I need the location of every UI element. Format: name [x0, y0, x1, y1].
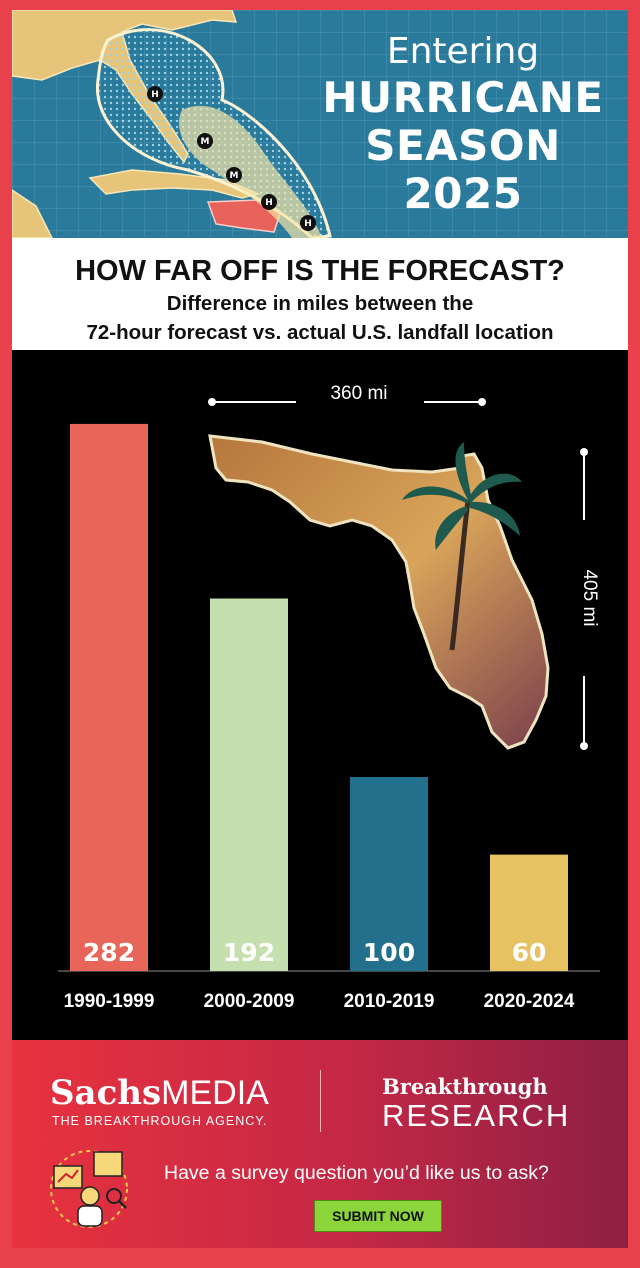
- header-map: H M M H H Entering HURRICANE SEASON 2025: [12, 10, 628, 238]
- breakthrough-logo-bottom: RESEARCH: [382, 1098, 571, 1133]
- submit-now-button[interactable]: SUBMIT NOW: [314, 1200, 442, 1232]
- x-tick-label-2020-2024: 2020-2024: [484, 991, 575, 1012]
- survey-illustration-icon: [50, 1150, 128, 1228]
- x-tick-label-2000-2009: 2000-2009: [204, 991, 295, 1012]
- x-tick-label-1990-1999: 1990-1999: [64, 991, 155, 1012]
- bars-layer: 282 1990-1999 192 2000-2009 100 2010-2019 60 20…: [64, 423, 575, 1012]
- cta-text: Have a survey question you’d like us to …: [164, 1162, 549, 1184]
- chart-subtitle-line2: 72-hour forecast vs. actual U.S. landfal…: [86, 321, 554, 344]
- logo-tagline: THE BREAKTHROUGH AGENCY.: [52, 1114, 268, 1128]
- chart-subtitle-line1: Difference in miles between the: [166, 292, 474, 315]
- svg-text:H: H: [304, 219, 312, 229]
- header-line-entering: Entering: [386, 31, 540, 72]
- header-line-hurricane: HURRICANE: [322, 73, 604, 122]
- height-scale-label: 405 mi: [579, 569, 600, 626]
- bar-chart-svg: 360 mi 405 mi 282 1990-1999 192 2000-2009 10…: [58, 383, 600, 1012]
- height-scale-bar: [580, 448, 588, 750]
- footer: SachsMEDIA THE BREAKTHROUGH AGENCY. Brea…: [12, 1040, 628, 1248]
- svg-text:M: M: [201, 137, 210, 147]
- logo-media-text: MEDIA: [161, 1074, 269, 1112]
- bar-value-label-2010-2019: 100: [363, 938, 415, 967]
- bar-2010-2019: [350, 777, 428, 971]
- logo-sachs-text: Sachs: [50, 1073, 162, 1113]
- header-line-year: 2025: [403, 169, 523, 218]
- breakthrough-logo-top: Breakthrough: [382, 1074, 548, 1099]
- x-tick-label-2010-2019: 2010-2019: [344, 991, 435, 1012]
- caribbean-map: H M M H H: [12, 10, 628, 238]
- svg-text:M: M: [230, 171, 239, 181]
- bar-2000-2009: [210, 598, 288, 971]
- bar-2020-2024: [490, 854, 568, 971]
- sachs-media-logo: SachsMEDIA: [50, 1074, 269, 1112]
- width-scale-label: 360 mi: [330, 383, 387, 404]
- palm-tree-icon: [402, 442, 522, 651]
- logo-divider: [320, 1070, 321, 1132]
- bar-value-label-1990-1999: 282: [83, 938, 135, 967]
- chart-title: HOW FAR OFF IS THE FORECAST?: [75, 255, 565, 287]
- header-title: Entering HURRICANE SEASON 2025: [298, 30, 628, 218]
- svg-text:H: H: [265, 198, 273, 208]
- svg-text:H: H: [151, 90, 159, 100]
- bar-1990-1999: [70, 423, 148, 971]
- bar-chart: 360 mi 405 mi 282 1990-1999 192 2000-2009 10…: [12, 350, 628, 1040]
- width-scale-bar: [208, 398, 486, 406]
- bar-value-label-2020-2024: 60: [512, 938, 547, 967]
- title-band: HOW FAR OFF IS THE FORECAST? Difference …: [12, 238, 628, 350]
- header-line-season: SEASON: [365, 121, 561, 170]
- bar-value-label-2000-2009: 192: [223, 938, 275, 967]
